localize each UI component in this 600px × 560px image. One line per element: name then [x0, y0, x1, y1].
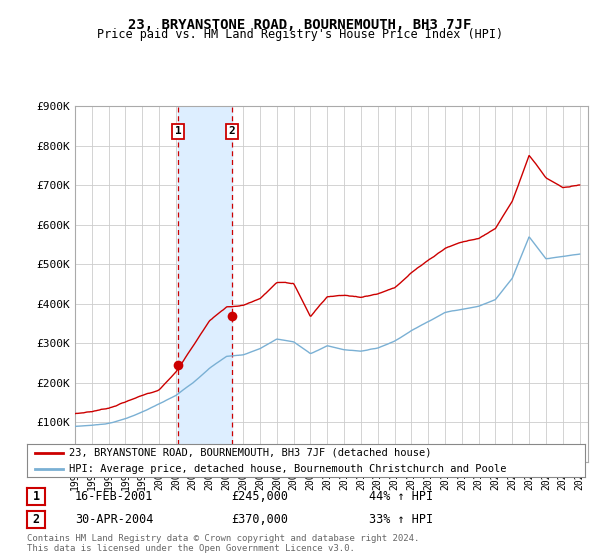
Text: 1: 1 [175, 127, 181, 136]
Text: 2: 2 [32, 513, 40, 526]
Text: 23, BRYANSTONE ROAD, BOURNEMOUTH, BH3 7JF (detached house): 23, BRYANSTONE ROAD, BOURNEMOUTH, BH3 7J… [69, 447, 431, 458]
Bar [178, 106, 232, 462]
Text: 44% ↑ HPI: 44% ↑ HPI [369, 490, 433, 503]
Text: 2: 2 [229, 127, 235, 136]
Text: 30-APR-2004: 30-APR-2004 [75, 513, 154, 526]
Text: Price paid vs. HM Land Registry's House Price Index (HPI): Price paid vs. HM Land Registry's House … [97, 28, 503, 41]
Text: 1: 1 [32, 490, 40, 503]
Text: £370,000: £370,000 [231, 513, 288, 526]
Text: £245,000: £245,000 [231, 490, 288, 503]
Text: 33% ↑ HPI: 33% ↑ HPI [369, 513, 433, 526]
Text: HPI: Average price, detached house, Bournemouth Christchurch and Poole: HPI: Average price, detached house, Bour… [69, 464, 506, 474]
Text: 16-FEB-2001: 16-FEB-2001 [75, 490, 154, 503]
Text: Contains HM Land Registry data © Crown copyright and database right 2024.
This d: Contains HM Land Registry data © Crown c… [27, 534, 419, 553]
Text: 23, BRYANSTONE ROAD, BOURNEMOUTH, BH3 7JF: 23, BRYANSTONE ROAD, BOURNEMOUTH, BH3 7J… [128, 18, 472, 32]
